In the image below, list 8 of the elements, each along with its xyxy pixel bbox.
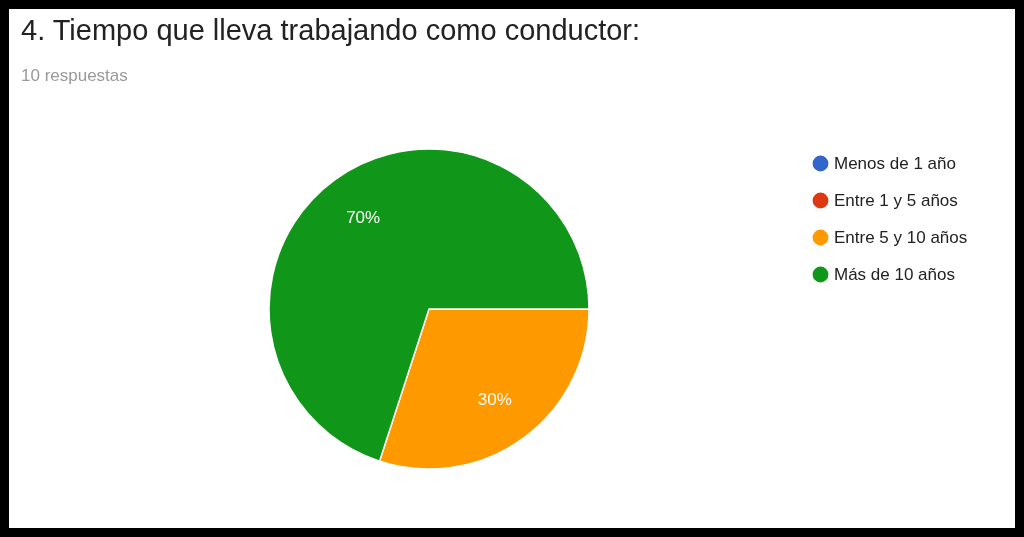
text: 10 respuestas xyxy=(21,66,128,85)
data-label: 30% xyxy=(477,389,512,409)
data-label: 70% xyxy=(346,208,381,228)
legend-label: Menos de 1 año xyxy=(834,153,956,173)
legend-label: Entre 5 y 10 años xyxy=(834,227,968,247)
legend-label: Entre 1 y 5 años xyxy=(834,190,958,210)
chart-title: 4. Tiempo que lleva trabajando como conductor: xyxy=(21,14,641,46)
legend-label: Más de 10 años xyxy=(834,264,955,284)
